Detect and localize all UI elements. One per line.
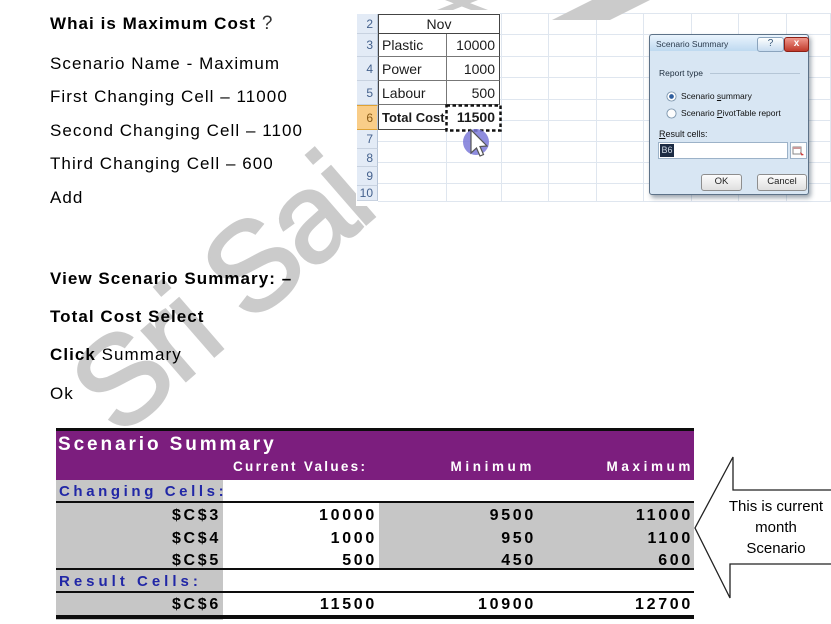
svg-text:Sri Sai: Sri Sai	[44, 128, 395, 460]
